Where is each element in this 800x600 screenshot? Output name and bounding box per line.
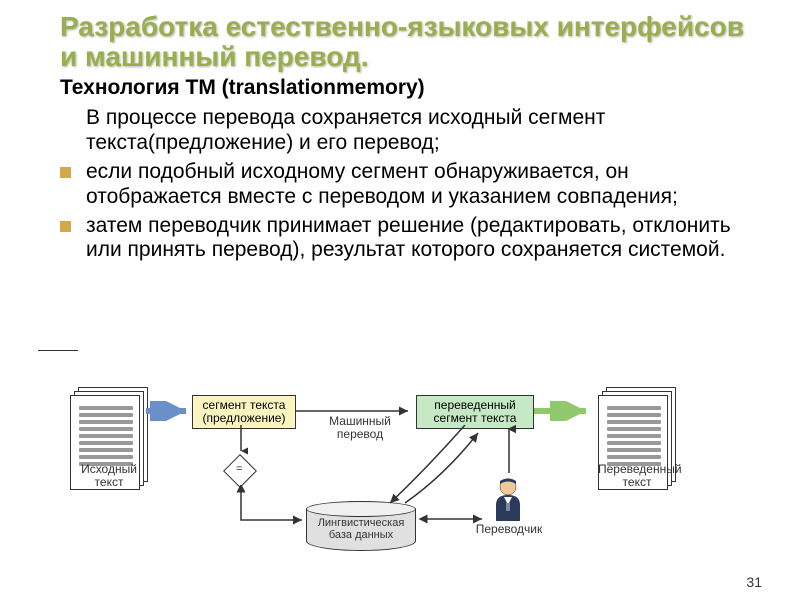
source-doc-stack: Исходный текст: [70, 395, 148, 500]
target-doc-label: Переведенный текст: [598, 463, 676, 489]
slide-subtitle: Технология TM (translationmemory): [60, 76, 760, 100]
tm-diagram: Исходный текст сегмент текста (предложен…: [70, 395, 750, 575]
target-doc-stack: Переведенный текст: [598, 395, 676, 500]
page-number: 31: [746, 574, 762, 590]
arrow-db-translator: [416, 511, 490, 527]
equals-label: =: [236, 463, 242, 475]
bullet-2: затем переводчик принимает решение (реда…: [60, 214, 760, 264]
margin-line: [38, 350, 78, 351]
segment-box-label: сегмент текста (предложение): [203, 398, 286, 425]
arrow-curve-1: [370, 425, 490, 515]
arrow-1: [146, 401, 194, 421]
translator-icon: [490, 477, 526, 521]
db-label: Лингвистическая база данных: [306, 517, 416, 541]
arrow-diamond-db: [234, 485, 314, 535]
body-text: В процессе перевода сохраняется исходный…: [60, 106, 760, 156]
source-doc-label: Исходный текст: [70, 463, 148, 489]
arrow-2: [296, 401, 416, 421]
arrow-down-1: [234, 425, 248, 459]
translated-box-label: переведенный сегмент текста: [434, 398, 517, 425]
bullet-1: если подобный исходному сегмент обнаружи…: [60, 160, 760, 210]
slide-title: Разработка естественно-языковых интерфей…: [60, 12, 760, 72]
arrow-translator-up: [502, 425, 516, 477]
arrow-3: [534, 401, 594, 421]
